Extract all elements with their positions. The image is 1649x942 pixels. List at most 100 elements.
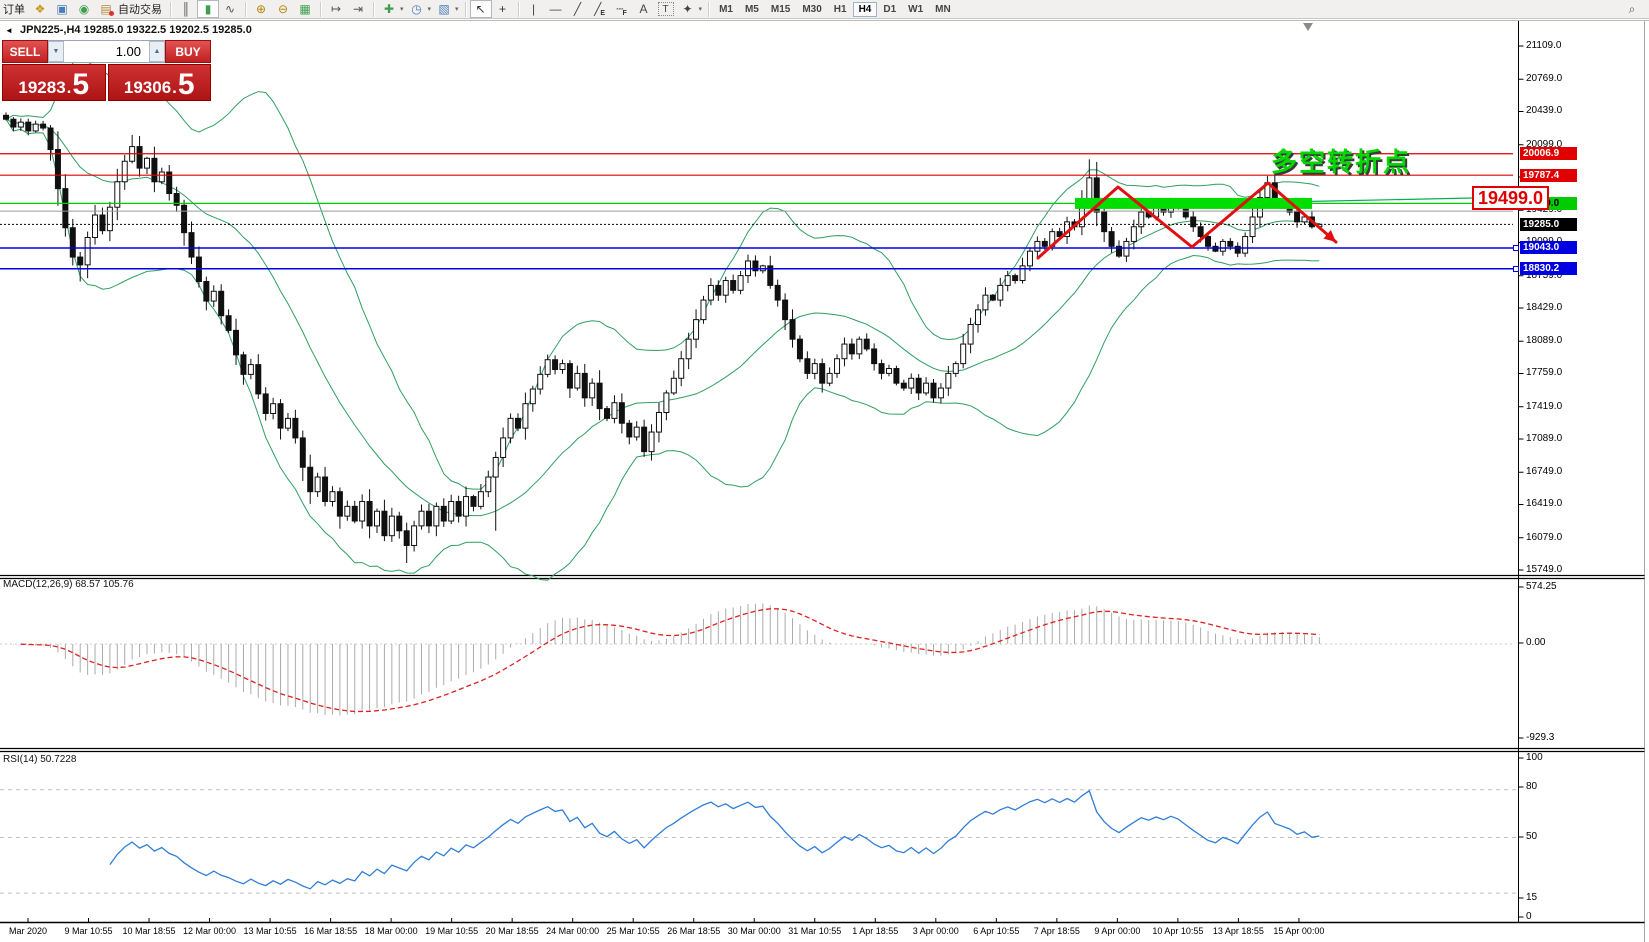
price-axis-tick: 16079.0: [1526, 531, 1563, 543]
signal-icon[interactable]: ◉: [78, 2, 90, 16]
periods-icon[interactable]: ◷: [411, 2, 422, 16]
crosshair-icon[interactable]: +: [499, 2, 507, 16]
toolbar-separator: [464, 1, 466, 17]
navigator-icon[interactable]: ▣: [56, 2, 68, 16]
timeframe-button-m1[interactable]: M1: [719, 3, 733, 15]
macd-axis-tick: 0.00: [1526, 637, 1546, 648]
hline-axis-marker[interactable]: [1513, 265, 1519, 272]
time-axis-label: 24 Mar 00:00: [546, 926, 600, 936]
time-axis-label: 9 Mar 10:55: [64, 926, 113, 936]
macd-axis-tick: -929.3: [1526, 732, 1555, 743]
sell-button[interactable]: SELL: [2, 40, 48, 63]
price-line-label[interactable]: 19285.0: [1520, 217, 1577, 231]
price-axis-tick: 20099.0: [1526, 138, 1563, 150]
fibonacci-icon[interactable]: ┄ F: [616, 2, 627, 17]
periods-dropdown-caret[interactable]: ▾: [427, 6, 432, 13]
time-axis-label: 15 Apr 00:00: [1273, 926, 1325, 936]
arrows-icon[interactable]: ✦: [682, 2, 693, 16]
buy-price-display[interactable]: 19306. 5: [107, 64, 211, 101]
timeframe-button-m30[interactable]: M30: [802, 3, 822, 15]
timeframe-button-h4[interactable]: H4: [852, 1, 878, 17]
chart-shift-icon[interactable]: ⇥: [352, 2, 364, 16]
templates-icon[interactable]: ▧: [438, 2, 450, 16]
label-icon[interactable]: T: [657, 2, 674, 16]
time-axis-label: 6 Apr 10:55: [973, 926, 1020, 936]
timeframe-button-m15[interactable]: M15: [770, 3, 791, 15]
time-axis-label: Mar 2020: [8, 926, 48, 936]
price-axis-tick: 21109.0: [1526, 40, 1562, 51]
tile-windows-icon[interactable]: ▦: [299, 2, 311, 16]
volume-decrease-button[interactable]: ▼: [48, 41, 64, 62]
timeframe-button-d1[interactable]: D1: [883, 3, 897, 15]
price-line-label[interactable]: 19787.4: [1520, 168, 1577, 182]
volume-increase-button[interactable]: ▲: [149, 41, 165, 62]
price-axis-tick: 18429.0: [1526, 301, 1563, 313]
toolbar-separator: [245, 1, 246, 17]
turning-point-annotation[interactable]: 多空转折点: [1271, 147, 1412, 177]
arrows-dropdown-caret[interactable]: ▾: [698, 6, 703, 13]
time-axis-label: 3 Apr 00:00: [912, 926, 959, 936]
zoom-out-icon[interactable]: ⊖: [277, 2, 289, 16]
vertical-line-icon[interactable]: |: [531, 2, 536, 16]
toolbar-separator: [517, 1, 519, 17]
timeframe-button-w1[interactable]: W1: [908, 3, 924, 15]
new-order-button[interactable]: 订单: [3, 4, 25, 16]
price-axis-tick: 17759.0: [1526, 367, 1563, 379]
timeframe-button-h1[interactable]: H1: [833, 3, 847, 15]
buy-button[interactable]: BUY: [165, 40, 211, 63]
time-axis-label: 13 Apr 18:55: [1212, 926, 1264, 936]
time-axis-label: 9 Apr 00:00: [1094, 926, 1141, 936]
hline-axis-marker[interactable]: [1513, 244, 1519, 251]
volume-input[interactable]: [64, 41, 149, 62]
sell-price-display[interactable]: 19283. 5: [2, 64, 106, 101]
price-callout-tag[interactable]: 19499.0: [1472, 186, 1550, 210]
time-axis-label: 10 Apr 10:55: [1152, 926, 1204, 936]
time-axis-label: 25 Mar 10:55: [606, 926, 660, 936]
symbol-ohlc-values: 19285.0 19322.5 19202.5 19285.0: [83, 24, 252, 36]
time-axis-label: 30 Mar 00:00: [727, 926, 781, 936]
horizontal-line-icon[interactable]: —: [549, 2, 562, 16]
time-axis-label: 16 Mar 18:55: [304, 926, 358, 936]
auto-scroll-icon[interactable]: ↦: [330, 2, 342, 16]
timeframe-button-m5[interactable]: M5: [744, 3, 759, 15]
volume-spinner: ▼ ▲: [48, 40, 165, 63]
cursor-icon[interactable]: ↖: [469, 0, 492, 18]
templates-dropdown-caret[interactable]: ▾: [455, 6, 459, 13]
price-axis-tick: 17419.0: [1526, 400, 1563, 412]
candlestick-chart-icon[interactable]: ▮: [197, 0, 219, 18]
time-axis-label: 13 Mar 10:55: [243, 926, 297, 936]
autotrading-icon[interactable]: ▤: [95, 0, 117, 18]
time-axis-label: 19 Mar 10:55: [425, 926, 479, 936]
toolbar-separator: [170, 1, 171, 17]
market-watch-icon[interactable]: ❖: [34, 2, 46, 16]
search-icon[interactable]: ⌕: [1628, 1, 1636, 16]
bar-chart-icon[interactable]: ║: [181, 2, 191, 16]
line-chart-icon[interactable]: ∿: [224, 2, 236, 16]
price-line-label[interactable]: 20006.9: [1520, 147, 1577, 161]
price-axis-tick: 18089.0: [1526, 335, 1563, 347]
toolbar: 订单 ❖ ▣ ◉ ▤ 自动交易 ║ ▮ ∿ ⊕ ⊖ ▦ ↦ ⇥ ✚ ▾ ◷ ▾ ▧ ▾ ↖ + | — ╱ ╱ E ┄ F A T ✦ ▾…: [0, 0, 1649, 19]
time-axis-label: 20 Mar 18:55: [485, 926, 539, 936]
indicators-dropdown-caret[interactable]: ▾: [400, 6, 404, 13]
channel-icon[interactable]: ╱ E: [594, 2, 605, 17]
time-axis-label: 12 Mar 00:00: [183, 926, 237, 936]
trendline-icon[interactable]: ╱: [573, 2, 582, 16]
rsi-axis-tick: 80: [1526, 781, 1538, 792]
price-line-label[interactable]: 19043.0: [1520, 241, 1577, 255]
symbol-info: ◄ JPN225-,H4 19285.0 19322.5 19202.5 192…: [5, 24, 252, 36]
symbol-period-label: JPN225-,H4: [19, 24, 81, 36]
indicators-icon[interactable]: ✚: [383, 2, 395, 16]
time-axis-label: 18 Mar 00:00: [364, 926, 418, 936]
text-icon[interactable]: A: [639, 2, 648, 16]
time-axis-label: 31 Mar 10:55: [788, 926, 842, 936]
rsi-axis-tick: 15: [1526, 892, 1538, 903]
zoom-in-icon[interactable]: ⊕: [255, 2, 267, 16]
autotrading-label[interactable]: 自动交易: [118, 4, 162, 16]
time-axis-label: 10 Mar 18:55: [122, 926, 176, 936]
price-axis-tick: 20439.0: [1526, 105, 1563, 117]
timeframe-button-mn[interactable]: MN: [935, 3, 951, 15]
macd-indicator-label: MACD(12,26,9) 68.57 105.76: [3, 579, 134, 590]
price-line-label[interactable]: 18830.2: [1520, 262, 1577, 276]
toolbar-separator: [708, 1, 710, 17]
